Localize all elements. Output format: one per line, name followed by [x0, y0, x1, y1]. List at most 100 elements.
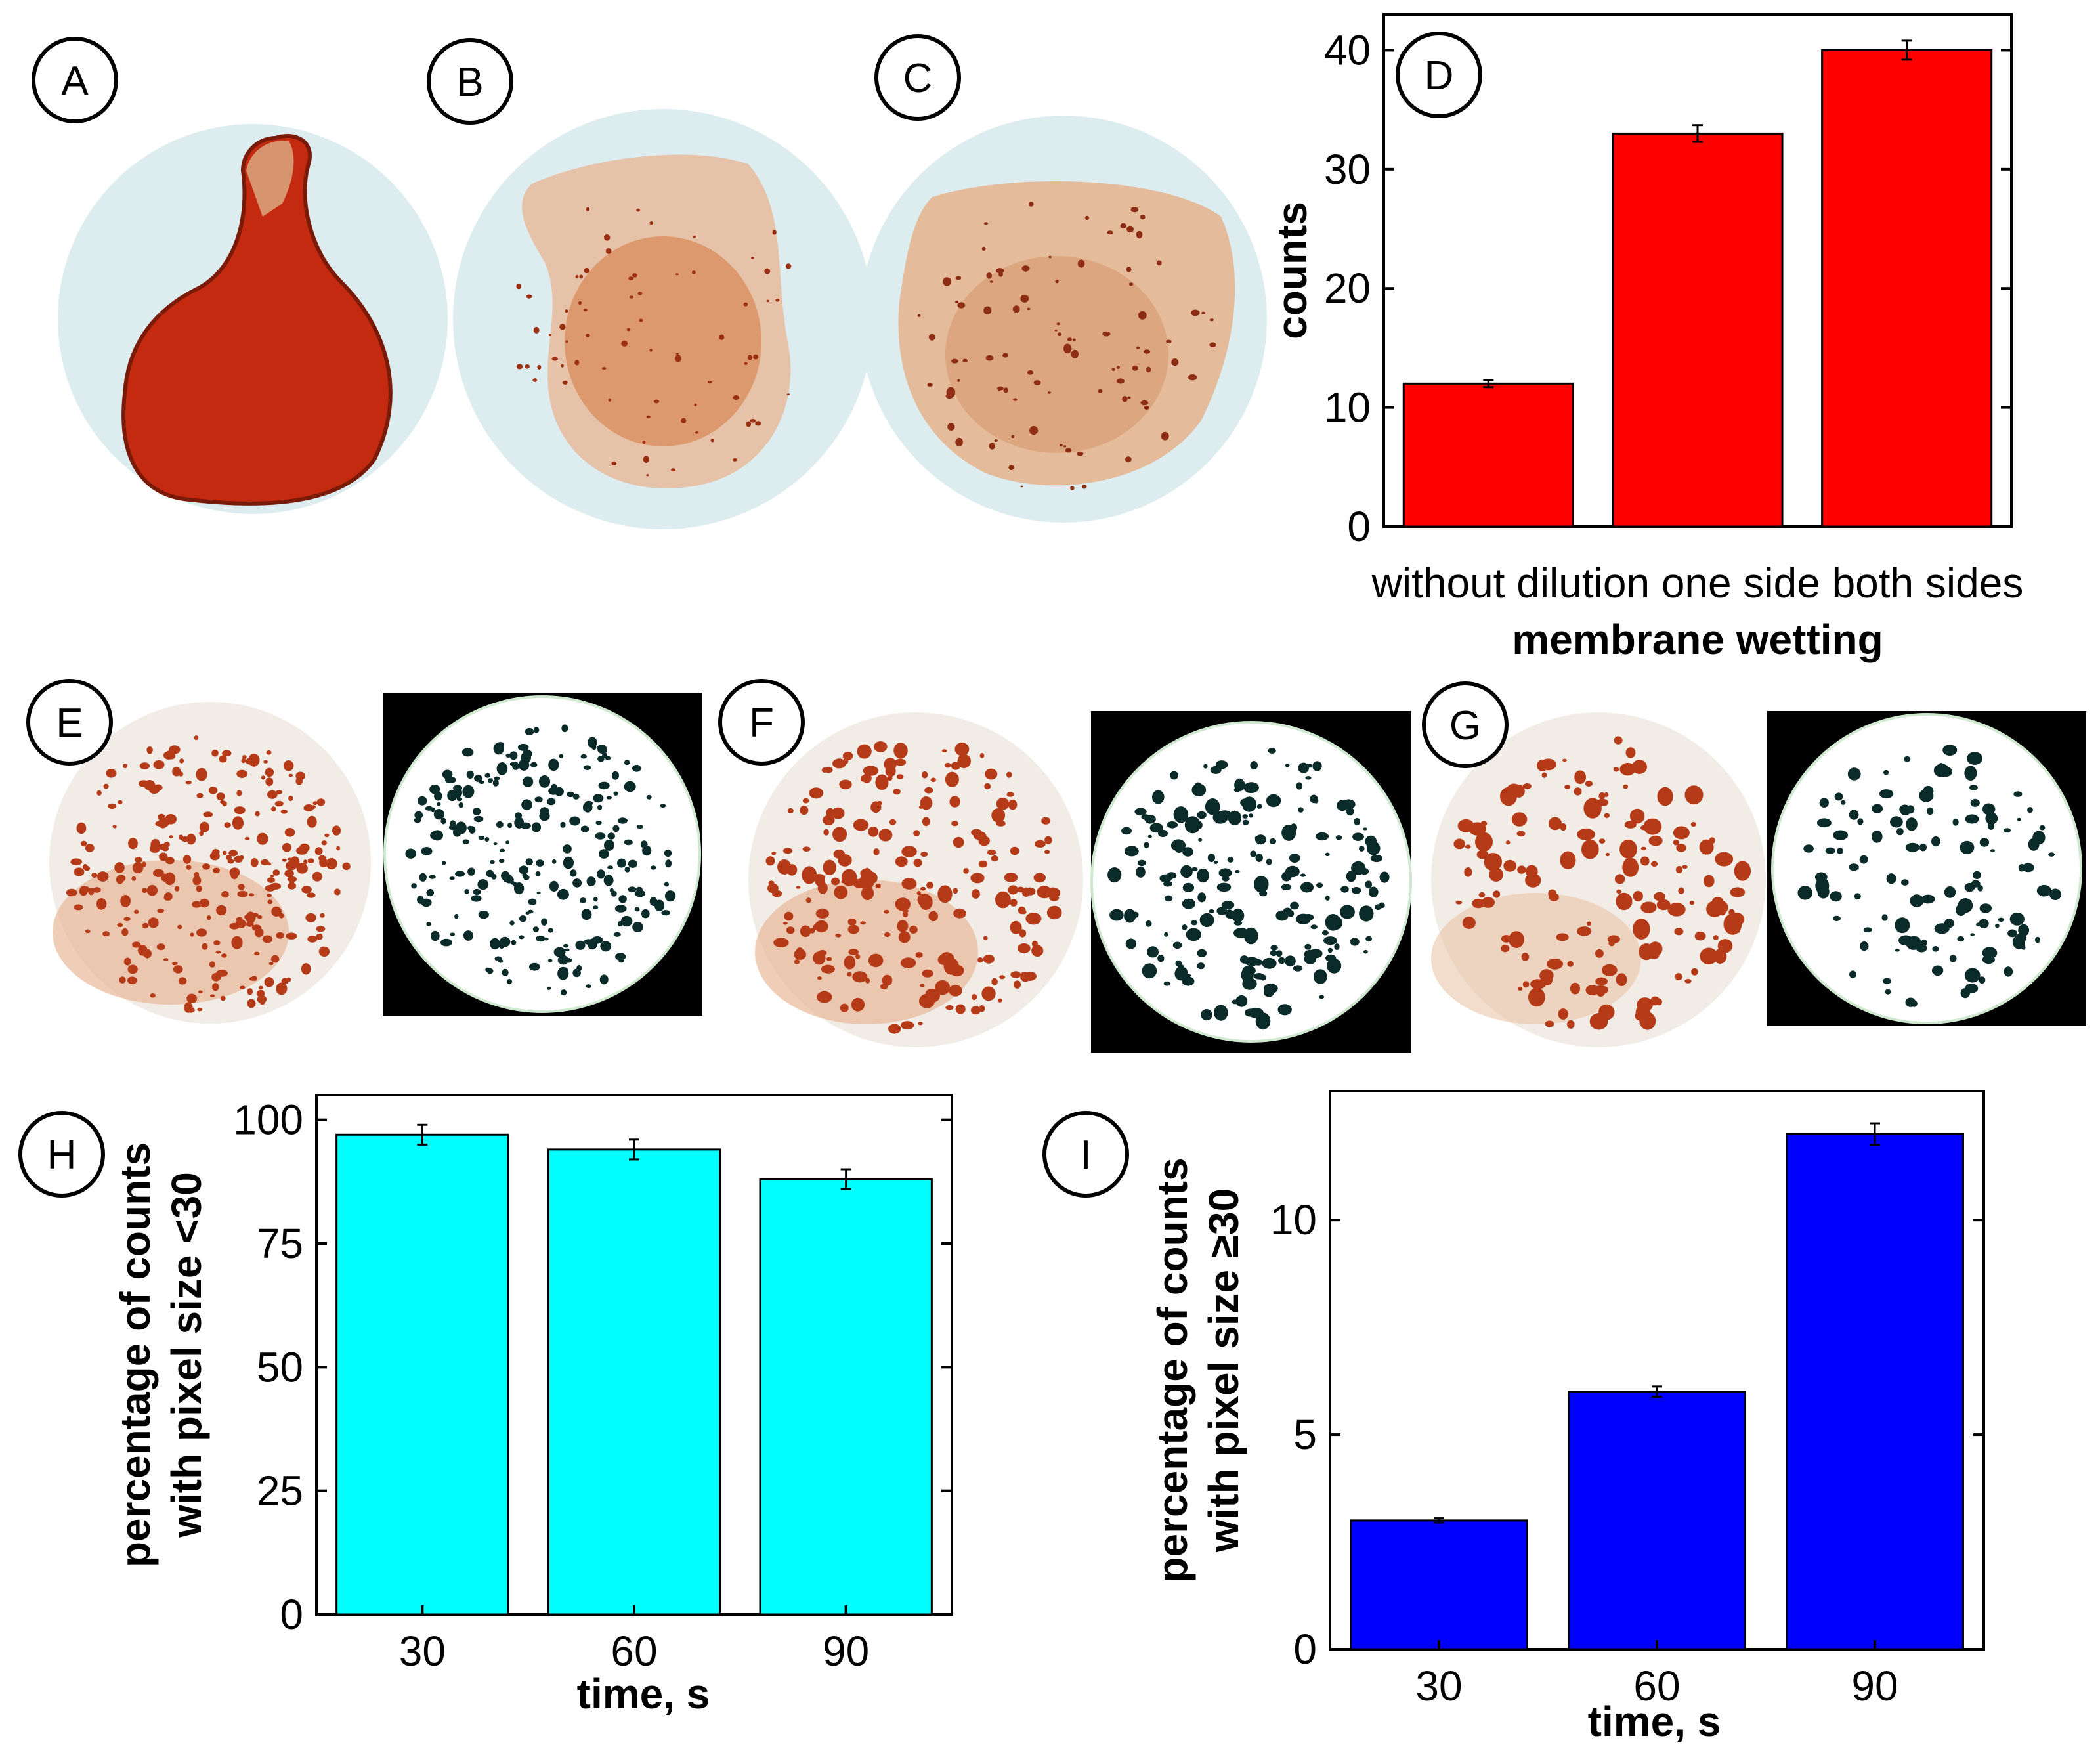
speck	[1031, 945, 1044, 957]
speck	[197, 1008, 203, 1012]
binary-spot	[606, 796, 612, 800]
speck	[1644, 821, 1650, 825]
binary-spot	[1321, 930, 1329, 936]
speck	[271, 806, 276, 812]
speck	[1489, 867, 1504, 882]
speck	[1517, 865, 1526, 874]
speck	[532, 378, 538, 382]
speck	[141, 888, 148, 894]
binary-spot	[493, 743, 504, 755]
speck	[196, 928, 207, 937]
speck	[920, 852, 928, 857]
binary-spot	[598, 781, 610, 790]
binary-spot	[1323, 936, 1337, 945]
speck	[1063, 343, 1072, 354]
speck	[865, 978, 870, 984]
binary-spot	[1965, 984, 1979, 993]
binary-spot	[617, 817, 628, 824]
speck	[920, 796, 933, 810]
binary-spot	[1149, 823, 1163, 833]
speck	[303, 859, 308, 865]
speck	[1455, 900, 1463, 905]
binary-spot	[1263, 984, 1278, 994]
binary-spot	[1952, 818, 1959, 826]
speck	[1128, 282, 1134, 286]
speck	[575, 274, 579, 279]
binary-spot	[1841, 800, 1846, 805]
binary-spot	[1232, 999, 1239, 1005]
speck	[548, 334, 552, 337]
binary-spot	[1316, 882, 1323, 888]
speck	[1619, 763, 1636, 776]
photo-e	[49, 702, 371, 1024]
speck	[916, 891, 921, 896]
binary-spot	[454, 913, 459, 919]
speck	[286, 932, 297, 940]
speck	[796, 886, 801, 889]
stain-halo	[755, 880, 978, 1024]
binary-spot	[1988, 822, 1995, 830]
speck	[1574, 787, 1582, 796]
binary-spot	[487, 778, 494, 783]
speck	[159, 852, 168, 861]
binary-spot	[1883, 978, 1891, 984]
binary-spot	[1184, 816, 1201, 834]
speck	[1598, 1004, 1615, 1020]
binary-spot	[1289, 854, 1300, 863]
speck	[1191, 309, 1200, 316]
binary-spot	[502, 874, 513, 883]
speck	[691, 270, 696, 274]
speck	[1509, 931, 1524, 948]
speck	[800, 806, 809, 815]
binary-spot	[1319, 995, 1325, 999]
binary-spot	[437, 802, 441, 806]
binary-spot	[518, 759, 530, 771]
binary-spot	[464, 889, 469, 894]
speck	[710, 438, 715, 443]
speck	[268, 962, 274, 966]
speck	[1625, 747, 1636, 758]
speck	[900, 1021, 914, 1030]
speck	[210, 994, 215, 997]
chart-h: 0 25 50 75 100 30 60 90 time, s percentage of cou…	[112, 1094, 953, 1718]
stain-specks	[1453, 736, 1751, 1030]
speck	[878, 829, 893, 842]
binary-spot	[1921, 894, 1935, 904]
binary-spot	[557, 966, 569, 980]
speck	[83, 865, 91, 871]
binary-spot	[449, 876, 455, 880]
speck	[1593, 985, 1609, 995]
speck	[1060, 444, 1063, 447]
speck	[146, 746, 153, 754]
speck	[276, 790, 283, 794]
speck	[128, 837, 138, 850]
speck	[951, 821, 958, 827]
speck	[875, 883, 882, 888]
binary-spot	[2027, 807, 2033, 813]
speck	[855, 953, 861, 959]
speck	[802, 798, 809, 804]
panel-label-c: C	[874, 34, 961, 121]
binary-spot	[1214, 1005, 1228, 1021]
binary-spot	[1825, 847, 1835, 854]
binary-spot	[492, 779, 499, 787]
speck	[202, 863, 210, 870]
speck	[1605, 852, 1610, 857]
binary-spot	[500, 936, 511, 947]
binary-spot	[421, 847, 433, 855]
speck	[282, 843, 292, 852]
speck	[123, 957, 131, 966]
speck	[1125, 456, 1132, 463]
speck	[238, 884, 245, 890]
binary-spot	[525, 858, 533, 866]
speck	[296, 863, 308, 874]
speck	[983, 954, 995, 964]
speck	[1487, 855, 1495, 861]
binary-spot	[1242, 965, 1256, 976]
speck	[928, 334, 935, 341]
binary-spot	[1849, 863, 1859, 871]
binary-spot	[429, 785, 440, 794]
binary-spot	[1107, 867, 1122, 883]
speck	[1639, 1012, 1656, 1030]
speck	[219, 755, 227, 763]
